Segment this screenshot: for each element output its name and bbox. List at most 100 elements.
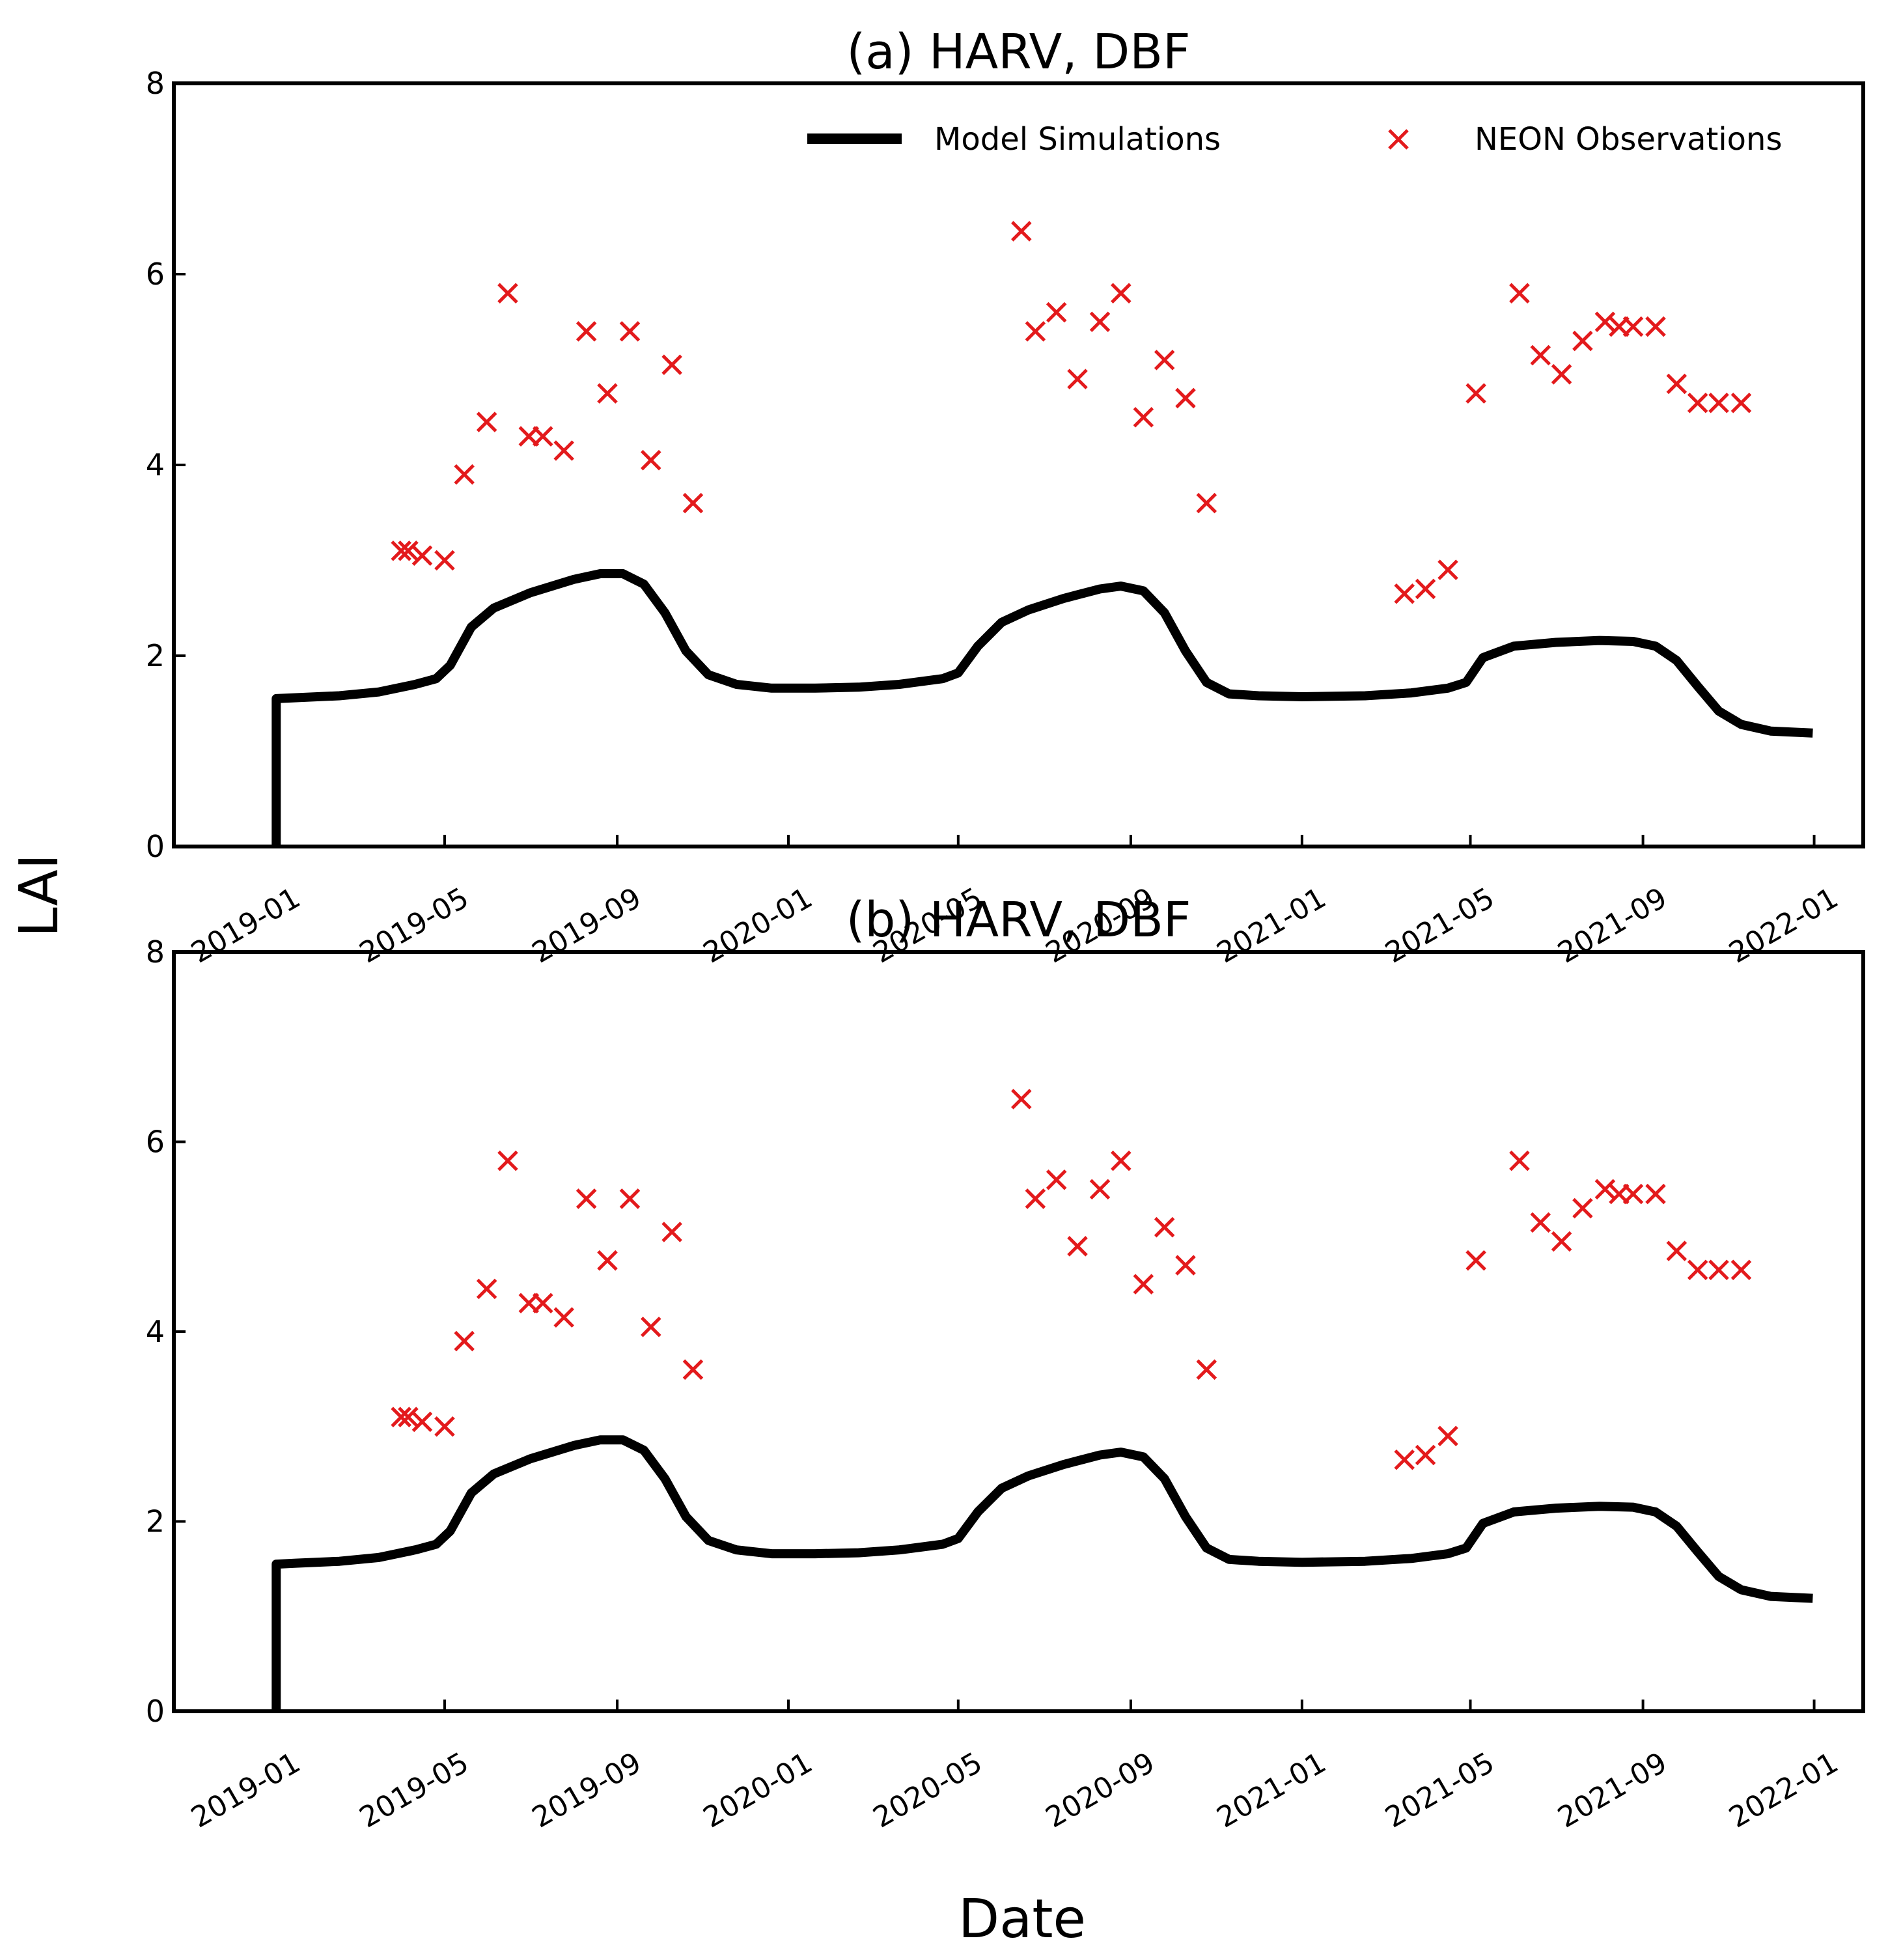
- x-tick-label: 2021-05: [1380, 1746, 1500, 1834]
- observation-point: [1572, 330, 1593, 352]
- observation-point: [553, 440, 574, 461]
- x-tick-label: 2020-05: [868, 1746, 988, 1834]
- observation-point: [1730, 393, 1752, 413]
- observation-point: [661, 1222, 682, 1242]
- y-tick-label: 8: [146, 934, 165, 970]
- observation-point: [553, 1307, 574, 1328]
- x-tick-label: 2019-05: [354, 1746, 475, 1834]
- x-tick-label: 2019-01: [186, 881, 306, 970]
- y-tick-label: 2: [146, 638, 165, 673]
- observation-point: [1196, 1359, 1217, 1380]
- observation-point: [1046, 301, 1067, 323]
- observation-point: [476, 412, 497, 432]
- observation-point: [1133, 406, 1154, 428]
- observation-point: [411, 545, 433, 566]
- observation-point: [454, 1330, 475, 1352]
- observation-point: [1594, 1179, 1616, 1200]
- series-model-simulations-line: [271, 1435, 1813, 1711]
- observation-point: [1594, 311, 1616, 333]
- observation-point: [1011, 221, 1032, 242]
- observation-point: [1067, 1236, 1088, 1257]
- x-tick-label: 2019-01: [186, 1746, 306, 1834]
- x-tick-label: 2021-01: [1212, 881, 1332, 970]
- observation-point: [1415, 1444, 1436, 1466]
- x-tick-label: 2020-01: [698, 881, 818, 970]
- observation-point: [398, 1407, 419, 1427]
- observation-point: [497, 283, 518, 304]
- observation-point: [619, 1188, 641, 1209]
- observation-point: [1011, 1089, 1032, 1110]
- observation-point: [1025, 321, 1046, 342]
- panel-title: (b) HARV, DBF: [846, 892, 1191, 948]
- observation-point: [497, 1150, 518, 1171]
- observation-point: [1666, 373, 1687, 395]
- plot-frame: [172, 950, 1865, 1713]
- series-model-simulations-line: [271, 569, 1813, 847]
- observation-point: [1730, 1259, 1752, 1281]
- observation-point: [1666, 1240, 1687, 1261]
- observation-point: [1154, 350, 1175, 371]
- y-tick-label: 4: [146, 1314, 165, 1349]
- legend-label-neon-observations: NEON Observations: [1475, 121, 1782, 158]
- observation-point: [1175, 1255, 1196, 1276]
- observation-point: [1025, 1188, 1046, 1209]
- observation-point: [391, 1407, 411, 1427]
- legend-marker-swatch: [1388, 129, 1409, 150]
- observation-point: [1196, 492, 1217, 514]
- observation-point: [1551, 364, 1572, 385]
- figure-y-axis-label: LAI: [8, 854, 70, 937]
- observation-point: [597, 383, 618, 404]
- y-tick-label: 4: [146, 447, 165, 483]
- observation-point: [1133, 1274, 1154, 1295]
- observation-point: [1645, 1183, 1666, 1205]
- x-tick-label: 2019-09: [527, 881, 647, 970]
- observation-point: [641, 449, 661, 471]
- x-tick-label: 2019-05: [354, 881, 475, 970]
- observation-point: [1437, 559, 1458, 580]
- observation-point: [1175, 387, 1196, 409]
- x-tick-label: 2022-01: [1723, 1746, 1844, 1834]
- observation-point: [1687, 393, 1708, 413]
- observation-point: [411, 1411, 433, 1433]
- x-tick-label: 2020-09: [1040, 1746, 1161, 1834]
- x-tick-label: 2021-05: [1380, 881, 1500, 970]
- observation-point: [533, 1293, 553, 1314]
- observation-point: [1111, 1150, 1131, 1171]
- legend: Model Simulations NEON Observations: [807, 121, 1782, 158]
- y-tick-label: 0: [146, 829, 165, 864]
- x-tick-label: 2022-01: [1723, 881, 1844, 970]
- observation-point: [1572, 1197, 1593, 1219]
- observation-point: [1437, 1425, 1458, 1447]
- observation-point: [1509, 1150, 1530, 1171]
- observation-point: [476, 1278, 497, 1300]
- y-tick-label: 0: [146, 1694, 165, 1729]
- observation-point: [1622, 1183, 1644, 1205]
- observation-point: [1154, 1216, 1175, 1238]
- observation-point: [1089, 311, 1111, 333]
- y-tick-label: 2: [146, 1504, 165, 1539]
- observation-point: [1465, 1250, 1486, 1271]
- observation-point: [1046, 1169, 1067, 1190]
- observation-point: [391, 540, 411, 561]
- panel-title: (a) HARV, DBF: [846, 24, 1190, 80]
- observation-point: [533, 426, 553, 447]
- x-tick-label: 2021-01: [1212, 1746, 1332, 1834]
- y-tick-label: 6: [146, 1125, 165, 1160]
- observation-point: [1415, 578, 1436, 600]
- observation-point: [1551, 1231, 1572, 1252]
- observation-point: [1530, 1212, 1551, 1233]
- observation-point: [1530, 344, 1551, 366]
- observation-point: [1509, 283, 1530, 304]
- observation-point: [1067, 369, 1088, 389]
- observation-point: [576, 1188, 597, 1209]
- observation-point: [597, 1250, 618, 1271]
- figure-x-axis-label: Date: [958, 1888, 1086, 1950]
- observation-point: [661, 354, 682, 375]
- observation-point: [1394, 1449, 1415, 1470]
- observation-point: [682, 1359, 704, 1380]
- observation-point: [641, 1316, 661, 1337]
- observation-point: [682, 492, 704, 514]
- observation-point: [1687, 1259, 1708, 1281]
- observation-point: [454, 464, 475, 485]
- observation-point: [1394, 583, 1415, 604]
